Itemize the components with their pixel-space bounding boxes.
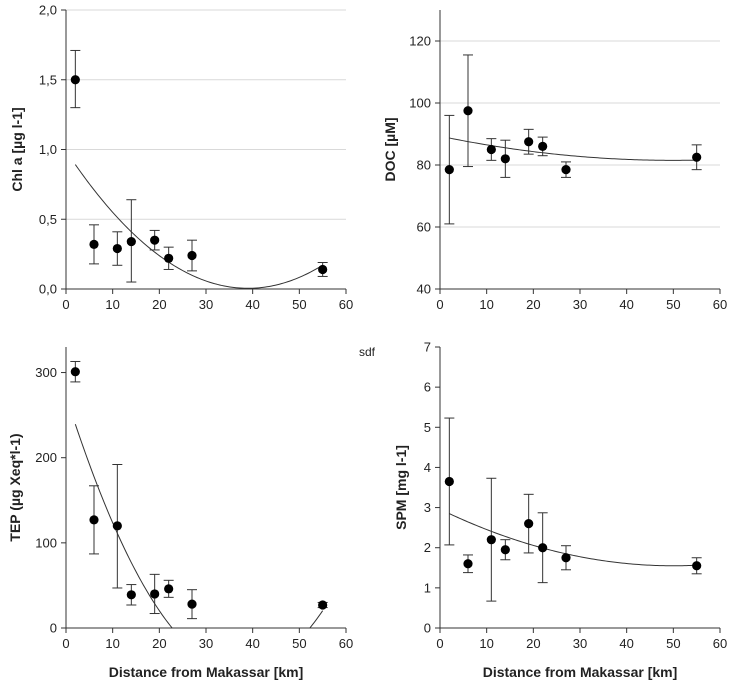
y-axis-title: TEP (µg Xeq*l-1) <box>7 433 23 541</box>
data-point <box>150 589 160 599</box>
doc-panel: 0 10 20 30 40 50 60 40 60 80 100 120 DOC [µM] <box>382 10 727 312</box>
data-point <box>538 543 548 553</box>
x-tick-label: 60 <box>339 636 353 651</box>
y-tick-label: 0,0 <box>39 282 57 297</box>
data-point <box>187 250 197 261</box>
x-tick-label: 0 <box>62 297 69 312</box>
x-tick-label: 50 <box>292 297 306 312</box>
x-tick-label: 60 <box>339 297 353 312</box>
y-tick-label: 2,0 <box>39 3 57 18</box>
x-tick-label: 10 <box>105 297 119 312</box>
x-axis-title: Distance from Makassar [km] <box>109 664 304 680</box>
data-point <box>187 599 197 609</box>
y-tick-label: 1 <box>424 580 431 595</box>
y-tick-label: 40 <box>417 282 431 297</box>
x-tick-label: 30 <box>573 297 587 312</box>
y-tick-label: 5 <box>424 420 431 435</box>
data-point <box>486 144 496 155</box>
x-tick-label: 60 <box>713 297 727 312</box>
data-point <box>500 154 510 164</box>
x-tick-label: 10 <box>105 636 119 651</box>
stray-label: sdf <box>359 345 376 359</box>
data-point <box>318 600 328 610</box>
data-point <box>70 75 80 85</box>
x-tick-label: 50 <box>292 636 306 651</box>
y-tick-label: 4 <box>424 460 431 475</box>
x-tick-label: 50 <box>666 636 680 651</box>
data-point <box>538 141 548 151</box>
data-point <box>89 515 99 525</box>
fit-curve <box>449 513 697 567</box>
x-tick-label: 10 <box>479 297 493 312</box>
x-tick-label: 10 <box>479 636 493 651</box>
data-point <box>500 545 510 555</box>
data-point <box>89 239 99 249</box>
y-tick-label: 100 <box>35 535 57 550</box>
tep-panel: 0 10 20 30 40 50 60 0 100 200 300 TEP (µg Xeq*l-1) D… <box>7 347 353 680</box>
fit-curve <box>74 164 323 289</box>
data-point <box>318 264 328 275</box>
fit-curve <box>449 137 697 161</box>
data-point <box>561 165 571 175</box>
chl-a-panel: 0 10 20 30 40 50 60 0,0 0,5 1,0 1,5 2,0 Chl a [µg l-… <box>9 3 353 313</box>
x-tick-label: 40 <box>619 297 633 312</box>
data-point <box>463 559 473 569</box>
y-tick-label: 0 <box>424 621 431 636</box>
y-tick-label: 200 <box>35 450 57 465</box>
y-tick-label: 0,5 <box>39 212 57 227</box>
x-tick-label: 0 <box>436 297 443 312</box>
y-tick-label: 80 <box>417 158 431 173</box>
data-point <box>126 236 136 247</box>
x-tick-label: 40 <box>245 636 259 651</box>
x-tick-label: 30 <box>199 636 213 651</box>
x-axis-title: Distance from Makassar [km] <box>483 664 678 680</box>
x-tick-label: 40 <box>245 297 259 312</box>
data-point <box>524 137 534 147</box>
y-tick-label: 6 <box>424 380 431 395</box>
y-tick-label: 2 <box>424 540 431 555</box>
y-tick-label: 1,0 <box>39 142 57 157</box>
y-axis-title: Chl a [µg l-1] <box>9 107 25 191</box>
data-point <box>444 476 454 487</box>
x-tick-label: 30 <box>199 297 213 312</box>
y-tick-label: 100 <box>409 96 431 111</box>
y-tick-label: 3 <box>424 500 431 515</box>
data-point <box>524 519 534 529</box>
data-point <box>164 584 174 594</box>
y-tick-label: 7 <box>424 340 431 355</box>
data-point <box>486 535 496 545</box>
x-tick-label: 50 <box>666 297 680 312</box>
data-point <box>112 243 122 254</box>
data-point <box>150 235 160 245</box>
data-point <box>164 253 174 263</box>
x-tick-label: 40 <box>619 636 633 651</box>
data-point <box>70 367 80 377</box>
spm-panel: 0 10 20 30 40 50 60 0 1 2 3 4 5 6 7 SPM [mg l-1] Distanc… <box>393 340 727 681</box>
y-axis-title: DOC [µM] <box>382 117 398 181</box>
y-tick-label: 0 <box>50 621 57 636</box>
x-tick-label: 20 <box>152 636 166 651</box>
y-tick-label: 120 <box>409 34 431 49</box>
data-point <box>112 521 122 531</box>
x-tick-label: 30 <box>573 636 587 651</box>
data-point <box>444 165 454 175</box>
data-point <box>692 152 702 162</box>
y-tick-label: 60 <box>417 220 431 235</box>
x-tick-label: 0 <box>62 636 69 651</box>
x-tick-label: 20 <box>152 297 166 312</box>
y-axis-title: SPM [mg l-1] <box>393 445 409 530</box>
x-tick-label: 60 <box>713 636 727 651</box>
x-tick-label: 20 <box>526 297 540 312</box>
y-tick-label: 1,5 <box>39 72 57 87</box>
x-tick-label: 20 <box>526 636 540 651</box>
data-point <box>561 553 571 563</box>
y-tick-label: 300 <box>35 365 57 380</box>
data-point <box>463 106 473 116</box>
x-tick-label: 0 <box>436 636 443 651</box>
fit-curve <box>74 424 324 628</box>
data-point <box>126 590 136 600</box>
data-point <box>692 561 702 571</box>
